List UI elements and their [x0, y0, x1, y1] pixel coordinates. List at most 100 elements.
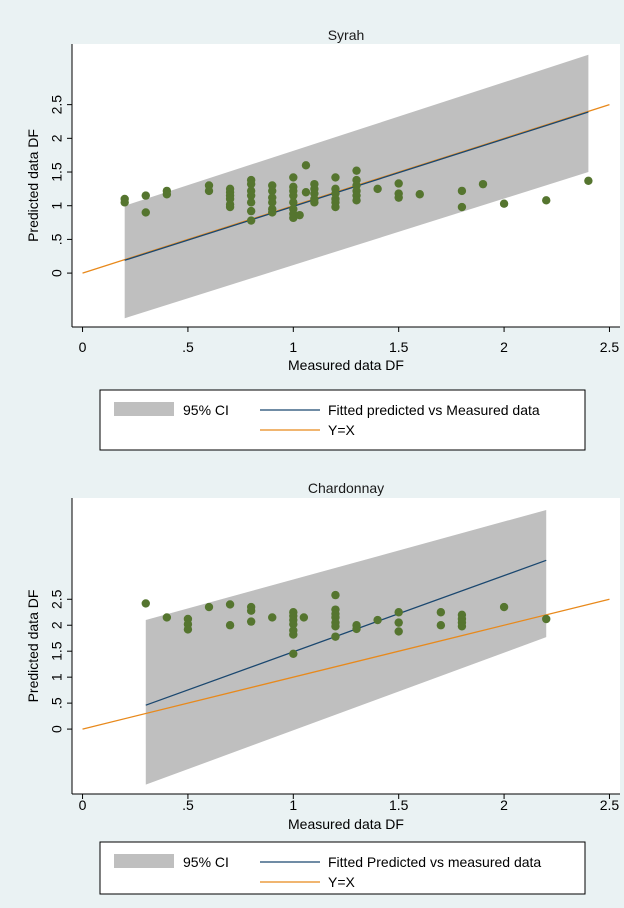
syrah-legend-label-fitted: Fitted predicted vs Measured data: [328, 402, 540, 418]
syrah-x-tick-label: 2.5: [600, 339, 620, 355]
syrah-x-axis-label: Measured data DF: [288, 357, 404, 373]
chardonnay-legend-label-ci: 95% CI: [183, 854, 229, 870]
chardonnay-data-point: [183, 625, 193, 634]
chardonnay-y-tick-label: 1: [49, 673, 65, 681]
chardonnay-legend-label-yx: Y=X: [328, 874, 356, 890]
syrah-data-point: [162, 190, 172, 199]
chardonnay-data-point: [331, 622, 340, 631]
syrah-legend-box: [99, 389, 586, 451]
chardonnay-data-point: [289, 619, 298, 629]
syrah-data-point: [301, 188, 311, 197]
syrah-data-point: [246, 216, 256, 225]
syrah-y-tick-label: 2.5: [49, 95, 65, 115]
syrah-data-point: [268, 208, 277, 217]
syrah-data-point: [268, 198, 277, 207]
syrah-legend: 95% CI Fitted predicted vs Measured data Y…: [99, 389, 586, 451]
syrah-x-tick-label: 1: [289, 339, 297, 355]
syrah-data-point: [310, 198, 319, 207]
chardonnay-data-point: [225, 600, 235, 609]
chardonnay-legend: 95% CI Fitted Predicted vs measured data Y…: [99, 841, 586, 895]
syrah-data-point: [457, 202, 467, 212]
syrah-chart: Syrah 0 .5 1 1.5 2 2.5 0 .5 1 1.5 2 2.5 Measured data…: [25, 27, 620, 451]
syrah-data-point: [289, 198, 298, 207]
syrah-data-point: [289, 191, 298, 200]
syrah-legend-label-yx: Y=X: [328, 422, 356, 438]
syrah-data-point: [295, 210, 304, 220]
chardonnay-x-tick-label: 2: [500, 797, 508, 813]
syrah-y-tick-label: 0: [49, 269, 65, 277]
chardonnay-chart: Chardonnay 0 .5 1 1.5 2 2.5 0 .5 1 1.5 2 2.5 Measured…: [25, 480, 620, 895]
chardonnay-x-tick-label: 1.5: [389, 797, 409, 813]
syrah-data-point: [141, 191, 150, 200]
syrah-y-tick-label: .5: [49, 233, 65, 245]
syrah-data-point: [352, 166, 361, 175]
syrah-y-tick-label: 1.5: [49, 162, 65, 182]
syrah-data-point: [394, 193, 403, 202]
syrah-title: Syrah: [328, 27, 365, 43]
chardonnay-x-tick-label: .5: [182, 797, 194, 813]
syrah-data-point: [457, 186, 467, 196]
syrah-data-point: [331, 173, 340, 182]
chardonnay-y-axis-label: Predicted data DF: [25, 590, 41, 703]
chardonnay-y-tick-label: 0: [49, 725, 65, 733]
chardonnay-data-point: [289, 630, 298, 639]
chardonnay-y-tick-label: .5: [49, 697, 65, 709]
chardonnay-x-axis-label: Measured data DF: [288, 816, 404, 832]
syrah-data-point: [289, 213, 298, 223]
syrah-data-point: [204, 186, 214, 196]
syrah-data-point: [499, 199, 509, 208]
chardonnay-legend-box: [99, 841, 586, 895]
chardonnay-data-point: [436, 608, 446, 617]
syrah-legend-label-ci: 95% CI: [183, 402, 229, 418]
chardonnay-data-point: [394, 608, 403, 617]
chardonnay-data-point: [499, 602, 509, 612]
chardonnay-y-tick-label: 1.5: [49, 641, 65, 661]
syrah-data-point: [268, 186, 277, 196]
chardonnay-data-point: [542, 614, 551, 624]
chardonnay-legend-swatch-ci: [114, 854, 174, 868]
chardonnay-y-tick-label: 2: [49, 621, 65, 629]
chardonnay-data-point: [246, 617, 256, 626]
syrah-data-point: [246, 206, 256, 216]
syrah-data-point: [141, 208, 150, 217]
chardonnay-data-point: [225, 621, 235, 630]
chardonnay-data-point: [394, 618, 403, 627]
chardonnay-legend-label-fitted: Fitted Predicted vs measured data: [328, 854, 541, 870]
syrah-data-point: [584, 176, 593, 185]
syrah-y-tick-label: 2: [49, 134, 65, 142]
chardonnay-data-point: [289, 649, 298, 658]
syrah-data-point: [246, 179, 256, 189]
syrah-legend-swatch-ci: [114, 402, 174, 416]
chardonnay-data-point: [394, 627, 403, 636]
syrah-y-axis-label: Predicted data DF: [25, 129, 41, 242]
syrah-data-point: [301, 161, 311, 170]
chardonnay-x-tick-label: 0: [79, 797, 87, 813]
chardonnay-data-point: [204, 602, 214, 612]
chardonnay-data-point: [331, 632, 340, 641]
chardonnay-data-point: [141, 599, 150, 608]
syrah-data-point: [373, 184, 382, 194]
chardonnay-data-point: [268, 613, 277, 622]
syrah-x-tick-label: 2: [500, 339, 508, 355]
chardonnay-data-point: [162, 613, 172, 622]
syrah-data-point: [394, 179, 403, 188]
chardonnay-data-point: [246, 606, 256, 615]
syrah-data-point: [246, 198, 256, 207]
syrah-data-point: [415, 190, 424, 199]
syrah-x-tick-label: .5: [182, 339, 194, 355]
syrah-data-point: [246, 191, 256, 200]
syrah-data-point: [478, 179, 488, 189]
chardonnay-title: Chardonnay: [308, 480, 384, 496]
chardonnay-data-point: [436, 621, 446, 630]
syrah-data-point: [120, 198, 129, 207]
chardonnay-data-point: [457, 622, 467, 631]
chardonnay-x-tick-label: 1: [289, 797, 297, 813]
syrah-data-point: [331, 202, 340, 212]
syrah-data-point: [289, 173, 298, 182]
chardonnay-fitted-line: [145, 559, 547, 706]
syrah-x-tick-label: 0: [79, 339, 87, 355]
chardonnay-data-point: [331, 590, 340, 600]
syrah-x-tick-label: 1.5: [389, 339, 409, 355]
chardonnay-data-point: [352, 624, 361, 634]
